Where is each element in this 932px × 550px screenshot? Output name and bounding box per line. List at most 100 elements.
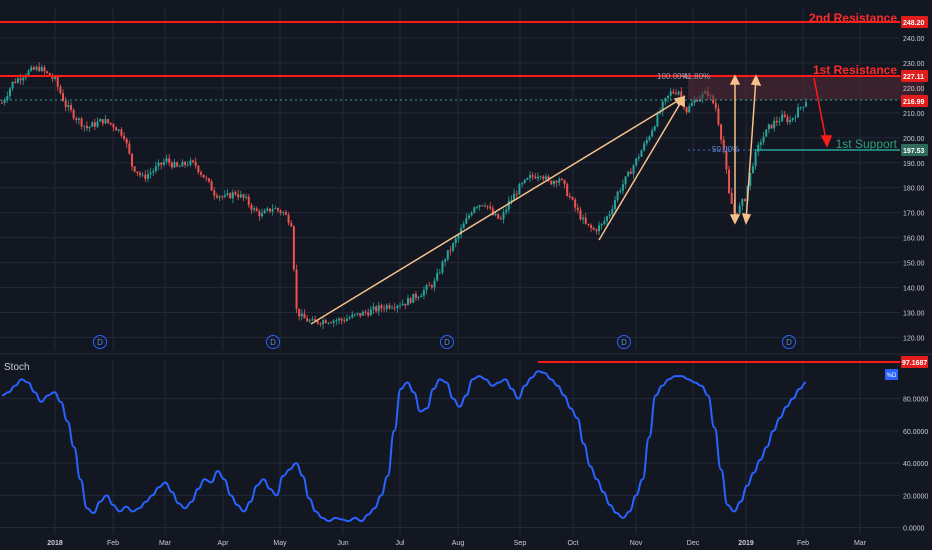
candle-body bbox=[107, 119, 110, 123]
candle-body bbox=[791, 118, 794, 120]
candle-body bbox=[412, 293, 415, 303]
fib-100-label: 100.00% bbox=[657, 72, 689, 81]
candle-body bbox=[96, 121, 99, 127]
candle-body bbox=[340, 318, 343, 321]
dividend-marker-label: D bbox=[270, 338, 276, 347]
candle-body bbox=[558, 178, 561, 183]
target-arrow bbox=[813, 77, 833, 148]
candle-body bbox=[505, 209, 508, 213]
candle-body bbox=[521, 183, 524, 185]
candle-body bbox=[215, 195, 218, 198]
target-arrowhead bbox=[820, 135, 833, 148]
candle-body bbox=[616, 191, 619, 201]
candle-body bbox=[337, 318, 340, 321]
candle-body bbox=[274, 208, 277, 209]
trend-arrow-4 bbox=[745, 77, 757, 222]
candle-body bbox=[789, 119, 792, 123]
candle-body bbox=[399, 305, 402, 307]
candle-body bbox=[441, 261, 444, 273]
candle-body bbox=[141, 174, 144, 176]
dividend-marker-label: D bbox=[621, 338, 627, 347]
stoch-tick-label: 0.0000 bbox=[903, 526, 925, 533]
target-arrow-line bbox=[813, 77, 827, 141]
resistance-2-tag: 248.20 bbox=[903, 20, 925, 27]
candle-body bbox=[271, 208, 274, 212]
candle-body bbox=[603, 220, 606, 224]
candle-body bbox=[430, 285, 433, 288]
time-axis: 2018 Feb Mar Apr May Jun Jul Aug Sep Oct Nov Dec 201… bbox=[47, 540, 866, 547]
candle-body bbox=[27, 70, 30, 76]
candle-body bbox=[205, 177, 208, 179]
time-tick-label: May bbox=[273, 540, 287, 547]
candle-body bbox=[568, 195, 571, 198]
stoch-title: Stoch bbox=[4, 362, 30, 373]
candle-body bbox=[404, 303, 407, 306]
candle-body bbox=[157, 162, 160, 167]
candle-body bbox=[640, 150, 643, 157]
candle-body bbox=[348, 317, 351, 319]
candle-body bbox=[560, 178, 563, 180]
candle-body bbox=[125, 138, 128, 144]
candle-body bbox=[93, 122, 96, 127]
candle-body bbox=[539, 176, 542, 178]
support-1-label: 1st Support bbox=[836, 137, 898, 151]
candle-body bbox=[112, 124, 115, 128]
candle-body bbox=[449, 250, 452, 251]
price-tick-label: 130.00 bbox=[903, 311, 925, 318]
candle-body bbox=[38, 66, 41, 72]
candle-body bbox=[438, 272, 441, 274]
time-tick-label: Jul bbox=[396, 540, 405, 547]
candle-body bbox=[239, 194, 242, 198]
candle-body bbox=[507, 200, 510, 210]
time-tick-label: Mar bbox=[854, 540, 867, 547]
candle-body bbox=[165, 158, 168, 162]
arrowhead-2 bbox=[676, 95, 685, 108]
candle-body bbox=[133, 166, 136, 172]
candle-body bbox=[741, 199, 744, 206]
candle-body bbox=[510, 199, 513, 201]
candle-body bbox=[685, 107, 688, 113]
time-tick-label: Apr bbox=[218, 540, 230, 547]
candle-body bbox=[613, 200, 616, 210]
candle-body bbox=[600, 223, 603, 226]
candle-body bbox=[486, 205, 489, 207]
candle-body bbox=[322, 320, 325, 325]
trend-arrows bbox=[310, 74, 762, 325]
candle-body bbox=[335, 320, 338, 322]
candle-body bbox=[728, 169, 731, 193]
stoch-tick-label: 20.0000 bbox=[903, 493, 928, 500]
candle-body bbox=[101, 119, 104, 124]
current-price-tag: 216.99 bbox=[903, 99, 925, 106]
candle-body bbox=[401, 303, 404, 306]
price-tick-label: 170.00 bbox=[903, 211, 925, 218]
resistance-zone bbox=[688, 76, 924, 100]
candle-body bbox=[51, 76, 54, 79]
candle-body bbox=[674, 93, 677, 95]
candle-body bbox=[462, 223, 465, 229]
candle-body bbox=[393, 307, 396, 309]
candle-body bbox=[263, 210, 266, 214]
candle-body bbox=[717, 108, 720, 125]
candle-body bbox=[605, 216, 608, 221]
price-tick-label: 220.00 bbox=[903, 86, 925, 93]
arrowhead-4b bbox=[741, 213, 752, 225]
candle-body bbox=[452, 243, 455, 251]
candle-body bbox=[805, 102, 807, 107]
candle-body bbox=[468, 215, 471, 219]
candle-body bbox=[292, 226, 295, 270]
candle-body bbox=[85, 125, 88, 129]
candle-body bbox=[266, 208, 269, 211]
candle-body bbox=[690, 103, 693, 107]
price-tick-label: 240.00 bbox=[903, 36, 925, 43]
candle-body bbox=[30, 67, 33, 71]
candle-body bbox=[648, 136, 651, 140]
price-tick-label: 140.00 bbox=[903, 286, 925, 293]
candle-body bbox=[775, 120, 778, 123]
candle-body bbox=[72, 109, 75, 119]
candle-body bbox=[754, 151, 757, 167]
candle-body bbox=[757, 144, 760, 152]
candle-body bbox=[282, 212, 285, 213]
candle-body bbox=[48, 73, 51, 77]
